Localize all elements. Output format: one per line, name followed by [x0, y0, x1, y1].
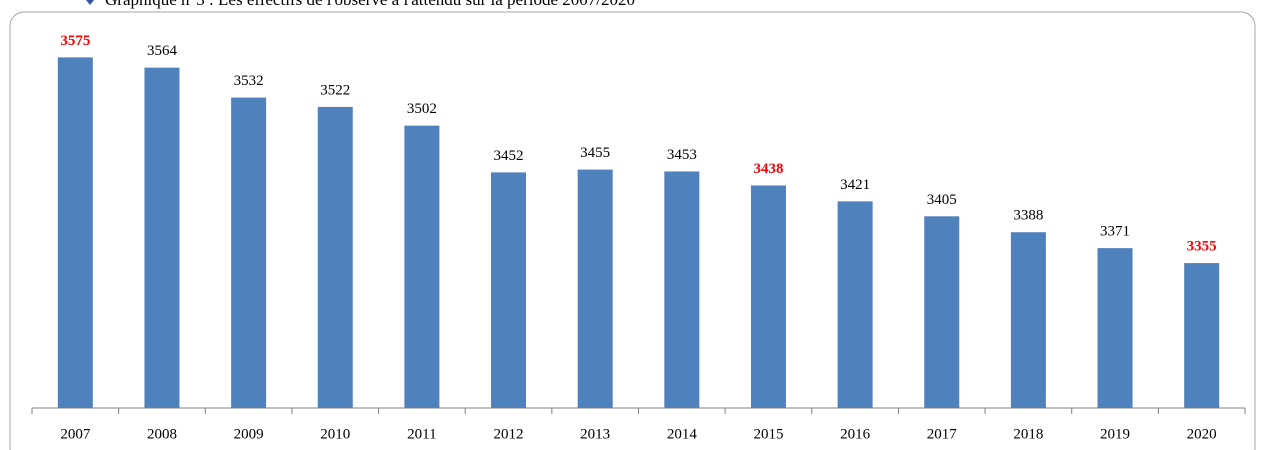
x-tick-label: 2013	[580, 426, 610, 442]
value-label: 3388	[1013, 208, 1043, 224]
bar	[317, 106, 353, 409]
value-label: 3438	[753, 161, 783, 177]
bar	[664, 171, 700, 408]
value-label: 3405	[927, 192, 957, 208]
x-tick-label: 2011	[407, 426, 436, 442]
value-label: 3452	[494, 148, 524, 164]
bar	[1097, 248, 1133, 408]
x-tick-label: 2019	[1100, 426, 1130, 442]
value-label: 3532	[234, 73, 264, 89]
bar	[491, 172, 527, 408]
bar	[837, 201, 873, 408]
bar	[1010, 232, 1046, 408]
value-label: 3564	[147, 43, 178, 59]
title-backdrop	[96, 0, 376, 9]
value-label: 3502	[407, 101, 437, 117]
value-label: 3371	[1100, 224, 1130, 240]
bar	[750, 185, 786, 408]
value-label: 3421	[840, 177, 870, 193]
value-label: 3453	[667, 147, 697, 163]
value-label: 3522	[320, 82, 350, 98]
chart-frame	[9, 11, 1256, 450]
x-tick-label: 2020	[1187, 426, 1217, 442]
value-label: 3355	[1187, 239, 1217, 255]
x-tick-label: 2012	[494, 426, 524, 442]
x-tick-label: 2015	[753, 426, 783, 442]
bar	[924, 216, 960, 408]
x-tick-label: 2017	[927, 426, 958, 442]
x-tick-label: 2009	[234, 426, 264, 442]
x-tick-label: 2010	[320, 426, 350, 442]
value-label: 3455	[580, 145, 610, 161]
bar	[577, 169, 613, 408]
bar	[1184, 263, 1220, 408]
chart-title: Graphique n°3 : Les effectifs de l'obser…	[105, 0, 635, 9]
bar	[57, 57, 93, 408]
value-label: 3575	[60, 33, 90, 49]
x-tick-label: 2016	[840, 426, 871, 442]
bullet-icon	[86, 0, 94, 5]
bar	[144, 67, 180, 408]
bar	[404, 125, 440, 408]
x-tick-label: 2014	[667, 426, 698, 442]
bar	[231, 97, 267, 408]
x-tick-label: 2008	[147, 426, 177, 442]
x-tick-label: 2018	[1013, 426, 1043, 442]
x-tick-label: 2007	[60, 426, 91, 442]
